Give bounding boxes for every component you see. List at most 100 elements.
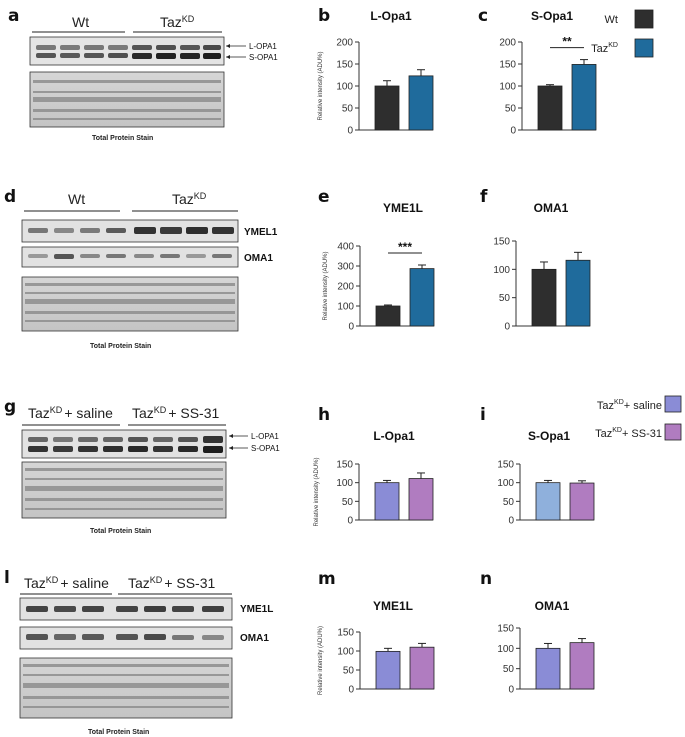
blot-a-band1-label: L-OPA1 <box>249 42 277 51</box>
blot-g-group2-label: TazKD + SS-31 <box>132 405 220 421</box>
chart-e-ylabel: Relative intensity (ADU%) <box>323 251 329 320</box>
legend-wt-label: Wt <box>605 14 618 26</box>
chart-e: YME1L 0 100 200 300 400 Relative intensity (AD… <box>323 201 435 333</box>
chart-e-tick-label: 300 <box>337 262 354 273</box>
chart-m-bar <box>375 650 401 690</box>
chart-n-tick-label: 50 <box>503 664 515 675</box>
blot-a-opa1-strip <box>29 36 225 66</box>
chart-i-title: S-Opa1 <box>528 429 570 443</box>
chart-h-tick-label: 150 <box>336 460 353 471</box>
panel-letter-a: a <box>8 6 19 26</box>
chart-n-tick-label: 100 <box>497 644 514 655</box>
blot-panel-d: Wt TazKD YMEL1 OMA1 <box>21 191 278 350</box>
chart-i-tick-label: 150 <box>497 460 514 471</box>
chart-i-tick-label: 50 <box>503 497 515 508</box>
blot-d-band1-label: YMEL1 <box>244 227 278 238</box>
chart-b-bar <box>374 85 400 131</box>
chart-b-tick-label: 200 <box>336 38 353 49</box>
chart-h-title: L-Opa1 <box>373 429 415 443</box>
blot-l-band2-label: OMA1 <box>240 633 269 644</box>
blot-g-caption: Total Protein Stain <box>90 528 151 535</box>
blot-d-yme1l-strip <box>21 219 239 243</box>
chart-c-title: S-Opa1 <box>531 9 573 23</box>
legend-saline-swatch <box>664 395 682 413</box>
blot-a-group2-label: TazKD <box>160 14 195 30</box>
panel-letter-g: g <box>4 397 16 417</box>
blot-g-opa1-strip <box>21 429 227 459</box>
chart-h-ylabel: Relative intensity (ADU%) <box>314 457 320 526</box>
chart-c-tick-label: 50 <box>505 104 517 115</box>
chart-c-bar <box>571 64 597 131</box>
blot-l-group1-label: TazKD + saline <box>24 575 109 591</box>
legend-taz-swatch <box>634 38 654 58</box>
chart-h-bar <box>374 482 400 521</box>
legend-taz-label: TazKD <box>591 42 618 55</box>
chart-i-tick-label: 0 <box>508 516 514 527</box>
chart-e-significance: *** <box>398 240 412 254</box>
chart-e-tick-label: 100 <box>337 302 354 313</box>
chart-m-title: YME1L <box>373 599 413 613</box>
chart-c-tick-label: 0 <box>510 126 516 137</box>
chart-f-tick-label: 0 <box>504 322 510 333</box>
blot-l-group2-label: TazKD + SS-31 <box>128 575 216 591</box>
chart-n-tick-label: 150 <box>497 624 514 635</box>
chart-c: S-Opa1 0 50 100 150 200 ** <box>499 9 597 137</box>
chart-b-tick-label: 150 <box>336 60 353 71</box>
chart-f-title: OMA1 <box>534 201 569 215</box>
panel-letter-l: l <box>4 568 10 588</box>
chart-f-tick-label: 100 <box>493 265 510 276</box>
chart-f: OMA1 0 50 100 150 <box>493 201 591 333</box>
chart-m-tick-label: 150 <box>337 628 354 639</box>
chart-c-bar <box>537 85 563 131</box>
panel-letter-d: d <box>4 187 16 207</box>
chart-b-tick-label: 0 <box>347 126 353 137</box>
blot-panel-g: TazKD + saline TazKD + SS-31 L-OPA1 S-OPA1… <box>21 405 280 535</box>
chart-i-bar <box>535 482 561 521</box>
chart-c-tick-label: 150 <box>499 60 516 71</box>
chart-e-tick-label: 400 <box>337 242 354 253</box>
chart-b-tick-label: 50 <box>342 104 354 115</box>
panel-letter-n: n <box>480 569 492 589</box>
blot-g-band1-label: L-OPA1 <box>251 432 279 441</box>
chart-e-bar <box>375 305 401 327</box>
chart-e-bar <box>409 268 435 327</box>
chart-h-tick-label: 50 <box>342 497 354 508</box>
chart-m: YME1L 0 50 100 150 Relative intensity (ADU%) <box>318 599 435 696</box>
chart-m-tick-label: 100 <box>337 647 354 658</box>
blot-d-group1-label: Wt <box>68 191 85 207</box>
chart-n-tick-label: 0 <box>508 685 514 696</box>
legend-ss31-label: TazKD+ SS-31 <box>595 427 662 440</box>
chart-h-bar <box>408 478 434 521</box>
chart-b-bar <box>408 75 434 131</box>
chart-e-title: YME1L <box>383 201 423 215</box>
legend-top: Wt TazKD <box>591 9 654 58</box>
blot-g-group1-label: TazKD + saline <box>28 405 113 421</box>
chart-e-tick-label: 200 <box>337 282 354 293</box>
blot-d-band2-label: OMA1 <box>244 253 273 264</box>
chart-h-tick-label: 100 <box>336 478 353 489</box>
chart-c-significance: ** <box>562 35 572 49</box>
panel-letter-f: f <box>480 187 488 207</box>
chart-b-ylabel: Relative intensity (ADU%) <box>318 51 324 120</box>
panel-letter-e: e <box>318 187 330 207</box>
blot-a-caption: Total Protein Stain <box>92 135 153 142</box>
chart-n: OMA1 0 50 100 150 <box>497 599 595 696</box>
chart-b: L-Opa1 0 50 100 150 200 Relative intensity (AD… <box>318 9 434 137</box>
chart-m-tick-label: 50 <box>343 666 355 677</box>
chart-f-tick-label: 50 <box>499 293 511 304</box>
chart-b-tick-label: 100 <box>336 82 353 93</box>
chart-i-bar <box>569 482 595 521</box>
chart-n-bar <box>569 642 595 690</box>
blot-l-caption: Total Protein Stain <box>88 729 149 736</box>
chart-c-tick-label: 200 <box>499 38 516 49</box>
chart-n-bar <box>535 647 561 690</box>
blot-panel-a: Wt TazKD L-OPA1 S-OPA1 Total Protein Sta… <box>29 14 278 142</box>
chart-b-title: L-Opa1 <box>370 9 412 23</box>
blot-a-group1-label: Wt <box>72 14 89 30</box>
blot-panel-l: TazKD + saline TazKD + SS-31 YME1L OMA1 <box>19 575 273 736</box>
legend-ss31-swatch <box>664 423 682 441</box>
blot-g-band2-label: S-OPA1 <box>251 444 280 453</box>
chart-f-bar <box>565 259 591 327</box>
chart-h-tick-label: 0 <box>347 516 353 527</box>
chart-n-title: OMA1 <box>535 599 570 613</box>
